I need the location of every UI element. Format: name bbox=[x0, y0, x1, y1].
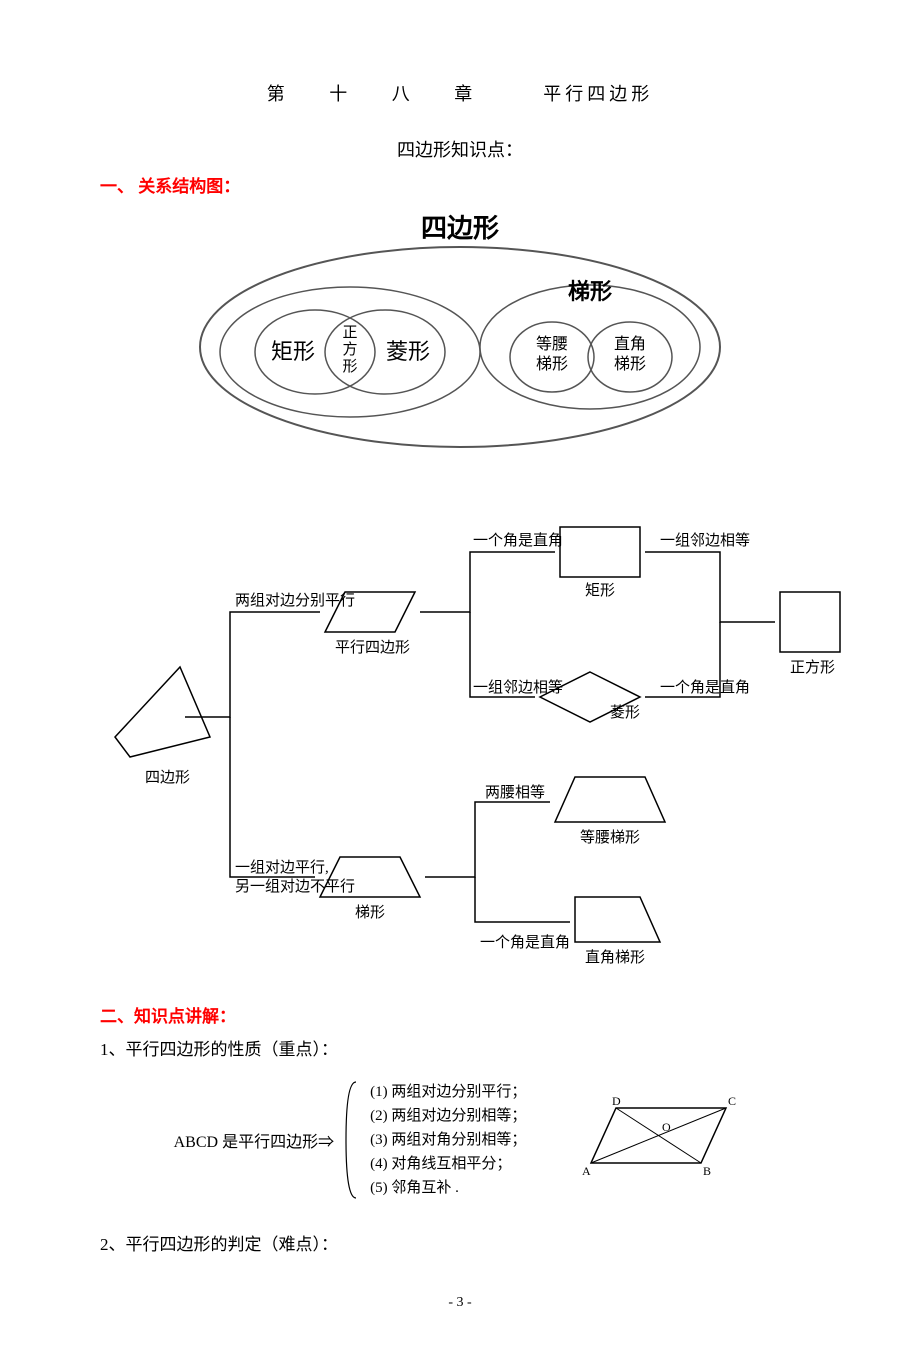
flow-rhombus: 菱形 bbox=[610, 704, 640, 721]
parallelogram-figure: D C B A O bbox=[576, 1093, 746, 1188]
flow-iso-cond: 两腰相等 bbox=[485, 783, 545, 801]
pg-O: O bbox=[662, 1120, 671, 1134]
pg-A: A bbox=[582, 1164, 591, 1178]
subtitle: 四边形知识点： bbox=[100, 136, 820, 162]
flow-square: 正方形 bbox=[790, 659, 835, 676]
flow-start: 四边形 bbox=[145, 769, 190, 786]
venn-square-3: 形 bbox=[342, 358, 357, 375]
pg-B: B bbox=[703, 1164, 711, 1178]
section2-heading: 二、知识点讲解： bbox=[100, 1002, 820, 1027]
venn-square-2: 方 bbox=[342, 341, 357, 358]
flowchart: 四边形 两组对边分别平行 平行四边形 一个角是直角 矩形 一组邻边相等 正方形 … bbox=[100, 477, 820, 982]
flow-right-trap: 直角梯形 bbox=[585, 949, 645, 966]
venn-iso-1: 等腰 bbox=[536, 335, 568, 353]
flow-sq-cond-bot: 一个角是直角 bbox=[660, 679, 750, 696]
flow-right-cond: 一个角是直角 bbox=[480, 934, 570, 951]
flow-trap-cond2: 另一组对边不平行 bbox=[235, 878, 355, 895]
venn-outer-label: 四边形 bbox=[421, 214, 499, 243]
item1-title: 1、平行四边形的性质（重点）： bbox=[100, 1035, 820, 1060]
page-number: - 3 - bbox=[100, 1295, 820, 1311]
venn-iso-2: 梯形 bbox=[536, 355, 568, 373]
chapter-title: 第 十 八 章 平行四边形 bbox=[100, 80, 820, 106]
flow-rect: 矩形 bbox=[585, 582, 615, 599]
pg-C: C bbox=[728, 1094, 736, 1108]
flow-sq-cond-top: 一组邻边相等 bbox=[660, 531, 750, 549]
section1-heading: 一、 关系结构图： bbox=[100, 172, 820, 197]
venn-rhombus: 菱形 bbox=[386, 339, 430, 364]
flow-trap: 梯形 bbox=[355, 904, 385, 921]
item2-title: 2、平行四边形的判定（难点）： bbox=[100, 1230, 820, 1255]
venn-right-1: 直角 bbox=[614, 335, 646, 353]
venn-trap-title: 梯形 bbox=[568, 279, 612, 304]
venn-diagram: 四边形 矩形 菱形 正 方 形 梯形 等腰 梯形 直角 梯形 bbox=[100, 207, 820, 457]
properties-list: (1) 两组对边分别平行； (2) 两组对边分别相等； (3) 两组对角分别相等… bbox=[370, 1080, 526, 1200]
properties-row: ABCD 是平行四边形⇒ (1) 两组对边分别平行； (2) 两组对边分别相等；… bbox=[100, 1080, 820, 1200]
chapter-number: 第 十 八 章 bbox=[267, 84, 493, 104]
flow-rhom-cond: 一组邻边相等 bbox=[473, 678, 563, 696]
venn-right-2: 梯形 bbox=[614, 355, 646, 373]
venn-rect: 矩形 bbox=[271, 339, 315, 364]
flow-parallelogram: 平行四边形 bbox=[335, 639, 410, 656]
pg-D: D bbox=[612, 1094, 621, 1108]
flow-edge-parallel: 两组对边分别平行 bbox=[235, 592, 355, 609]
flow-trap-cond1: 一组对边平行, bbox=[235, 859, 329, 876]
chapter-name: 平行四边形 bbox=[543, 84, 653, 104]
premise: ABCD 是平行四边形⇒ bbox=[174, 1128, 334, 1152]
venn-square-1: 正 bbox=[342, 325, 357, 341]
flow-iso-trap: 等腰梯形 bbox=[580, 828, 640, 846]
flow-rect-cond: 一个角是直角 bbox=[473, 532, 563, 549]
